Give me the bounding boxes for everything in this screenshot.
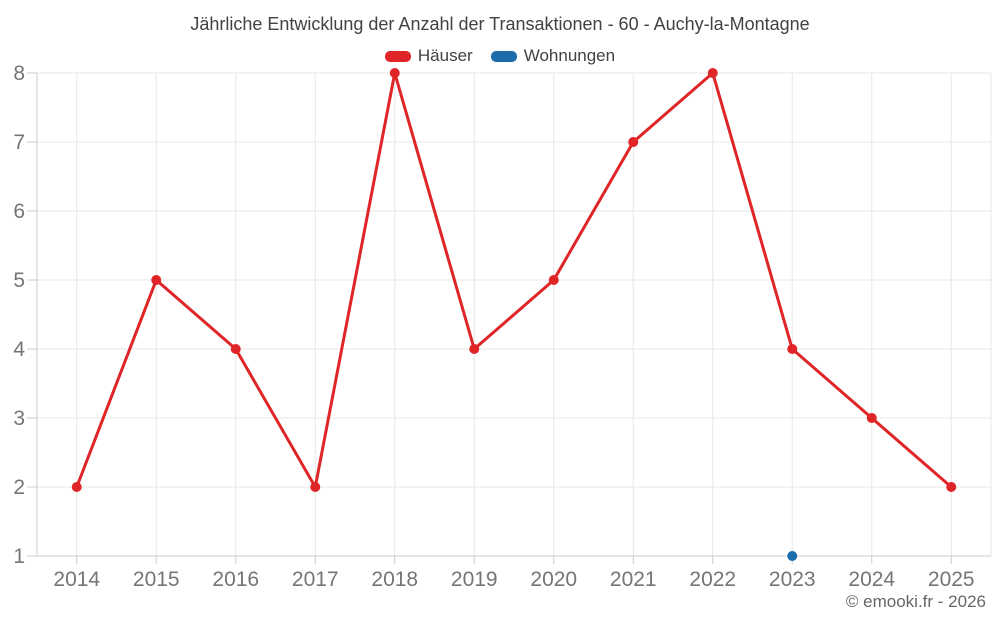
data-point-wohnungen[interactable] [787,551,798,561]
data-point-häuser[interactable] [310,482,321,492]
x-axis-label: 2018 [371,568,418,591]
data-point-häuser[interactable] [628,137,639,147]
data-point-häuser[interactable] [469,344,480,354]
data-point-häuser[interactable] [230,344,241,354]
x-axis-label: 2014 [53,568,100,591]
data-point-häuser[interactable] [71,482,82,492]
y-axis-label: 3 [13,407,25,430]
x-axis-label: 2016 [212,568,259,591]
legend-label-hauser: Häuser [417,46,473,65]
x-axis-label: 2025 [928,568,975,591]
legend-label-wohnungen: Wohnungen [523,46,616,65]
legend-swatch-wohnungen-icon [490,50,517,62]
legend-item-hauser[interactable]: Häuser [384,46,473,66]
x-axis-label: 2020 [530,568,577,591]
data-point-häuser[interactable] [866,413,877,423]
series-line-häuser [75,71,953,489]
x-axis-label: 2024 [848,568,895,591]
y-axis-label: 7 [13,131,25,154]
legend-swatch-hauser-icon [384,50,411,62]
x-axis-label: 2022 [689,568,736,591]
x-axis-label: 2023 [769,568,816,591]
y-axis-label: 2 [13,476,25,499]
data-point-häuser[interactable] [946,482,957,492]
y-axis-label: 8 [13,62,25,85]
y-axis-label: 4 [13,338,25,361]
chart-title: Jährliche Entwicklung der Anzahl der Tra… [190,14,810,34]
data-point-häuser[interactable] [548,275,559,285]
legend-item-wohnungen[interactable]: Wohnungen [490,46,616,66]
data-point-häuser[interactable] [787,344,798,354]
x-axis-label: 2019 [451,568,498,591]
x-axis-label: 2021 [610,568,657,591]
y-axis-label: 6 [13,200,25,223]
data-point-häuser[interactable] [151,275,162,285]
legend: Häuser Wohnungen [0,46,1000,66]
x-axis-label: 2017 [292,568,339,591]
data-point-häuser[interactable] [707,68,718,78]
data-point-häuser[interactable] [389,68,400,78]
y-axis-label: 5 [13,269,25,292]
copyright-text: © emooki.fr - 2026 [845,592,986,611]
x-axis-label: 2015 [133,568,180,591]
y-axis-label: 1 [13,545,25,568]
